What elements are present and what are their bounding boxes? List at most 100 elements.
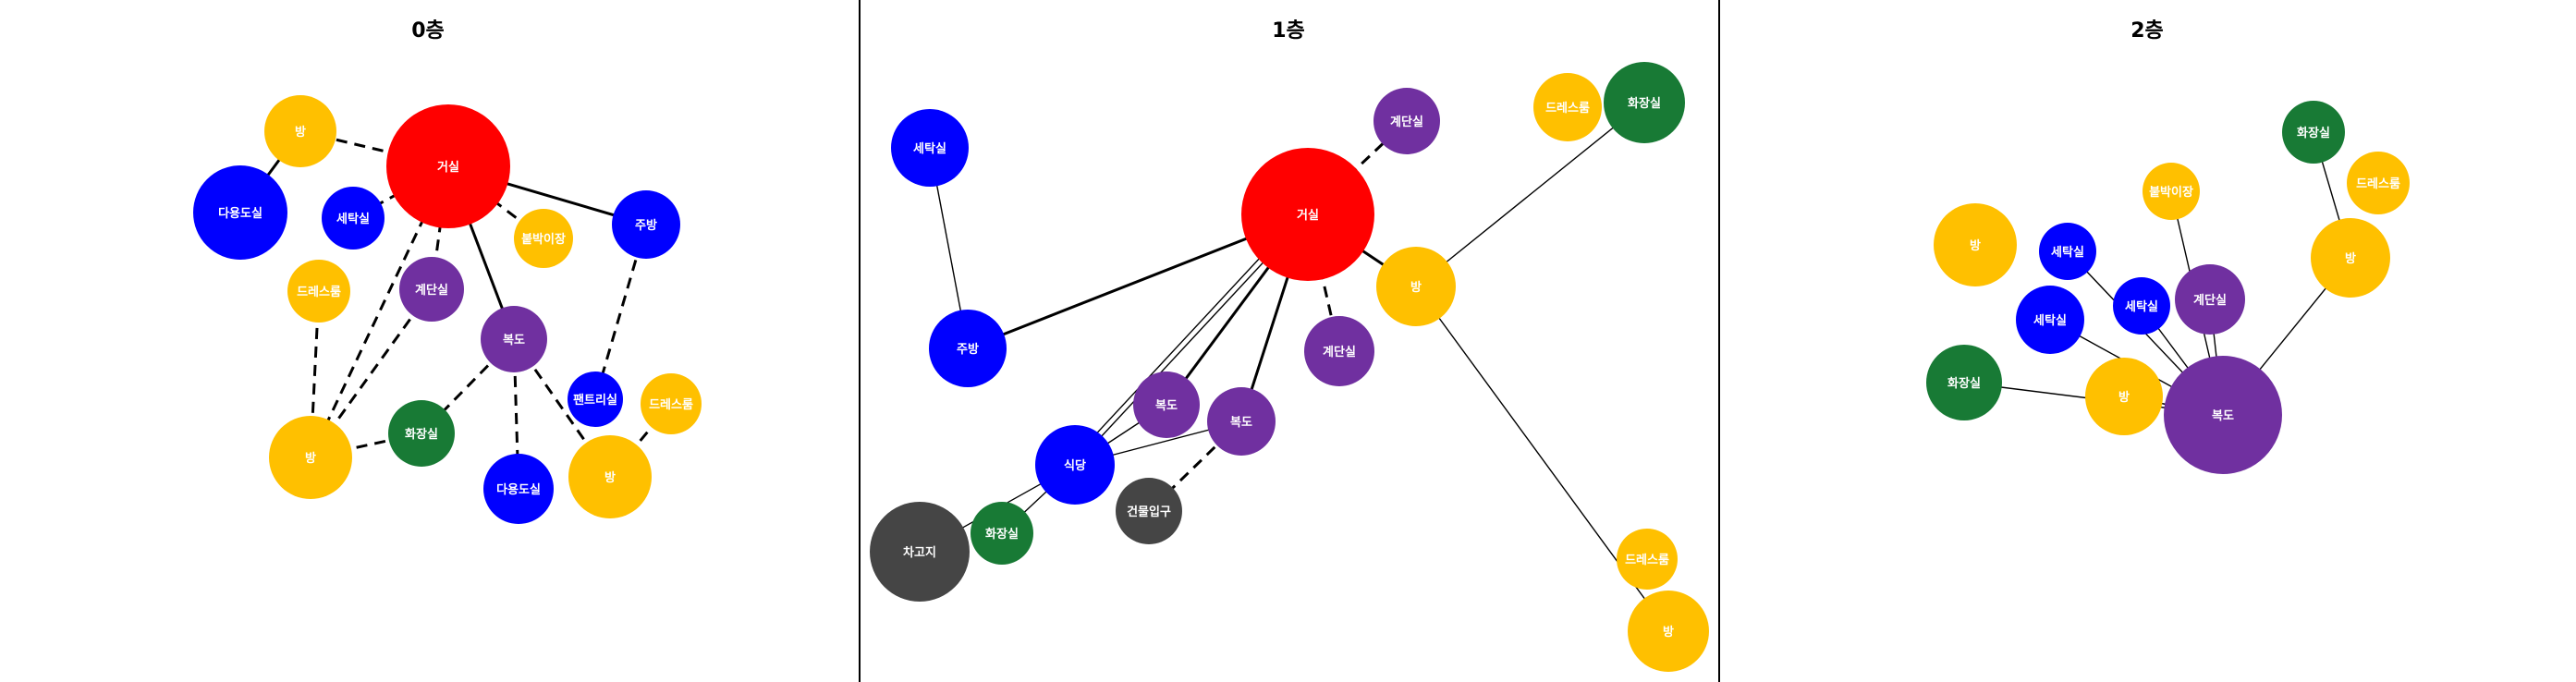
node-n0_room_right: 방 [568,435,652,518]
node-circle-n0_room_top [264,95,336,167]
node-label-n1_stairs_mid: 계단실 [1323,345,1356,359]
node-label-n0_multi_bottom: 다용도실 [496,482,541,497]
node-n2_room_mid: 방 [2085,358,2163,435]
node-circle-n0_multi_left [193,165,287,260]
node-label-n0_room_top: 방 [295,125,306,140]
node-circle-n0_stairs [399,257,464,322]
node-n2_room_left: 방 [1934,203,2017,286]
node-circle-n1_garage [870,502,970,602]
node-label-n0_storage: 붙박이장 [521,232,566,247]
node-circle-n1_corridor_a [1133,371,1200,438]
node-label-n1_corridor_a: 복도 [1155,399,1178,413]
node-label-n0_laundry: 세탁실 [336,212,370,226]
node-n0_laundry: 세탁실 [322,187,385,250]
node-circle-n2_laundry_c [2113,277,2170,335]
node-circle-n1_dress_top [1533,73,1602,141]
node-circle-n1_kitchen [929,310,1007,387]
node-label-n0_multi_left: 다용도실 [218,206,262,221]
node-label-n1_entrance: 건물입구 [1127,505,1171,519]
node-n1_garage: 차고지 [870,502,970,602]
node-label-n1_bath_top: 화장실 [1628,96,1661,111]
node-label-n2_laundry_c: 세탁실 [2125,299,2158,314]
node-label-n1_dress_bottom: 드레스룸 [1625,553,1669,567]
node-n1_living: 거실 [1241,148,1374,281]
node-circle-n2_room_left [1934,203,2017,286]
node-label-n2_room_right: 방 [2345,251,2356,266]
node-n0_kitchen: 주방 [612,190,680,259]
node-n1_bath_bottom: 화장실 [971,502,1033,565]
node-n2_bath_top: 화장실 [2282,101,2345,164]
node-circle-n1_dining [1035,425,1115,505]
node-circle-n0_dress_right [641,373,702,434]
node-circle-n0_storage [514,209,573,268]
node-circle-n1_corridor_b [1207,387,1276,456]
node-circle-n0_pantry [568,371,623,427]
node-label-n2_stairs: 계단실 [2193,293,2227,308]
node-label-n1_bath_bottom: 화장실 [985,527,1019,542]
node-label-n2_storage: 붙박이장 [2149,185,2193,200]
panel-title-floor-1: 1층 [1272,19,1305,43]
node-circle-n2_room_mid [2085,358,2163,435]
node-n1_bath_top: 화장실 [1604,62,1685,143]
node-n1_dress_top: 드레스룸 [1533,73,1602,141]
node-circle-n1_room_bottom [1628,591,1709,672]
node-circle-n1_stairs_top [1373,88,1440,154]
node-n2_storage: 붙박이장 [2143,163,2200,220]
node-circle-n0_kitchen [612,190,680,259]
node-label-n2_laundry_b: 세탁실 [2033,313,2067,328]
node-circle-n2_room_right [2311,218,2390,298]
node-n0_storage: 붙박이장 [514,209,573,268]
node-label-n0_pantry: 팬트리실 [573,393,617,408]
node-circle-n1_dress_bottom [1617,529,1678,590]
node-n1_laundry: 세탁실 [891,109,969,187]
node-n0_stairs: 계단실 [399,257,464,322]
node-label-n0_living: 거실 [437,160,459,175]
node-circle-n2_dress [2347,152,2410,214]
node-n0_multi_bottom: 다용도실 [483,454,554,524]
node-label-n1_laundry: 세탁실 [913,141,946,156]
node-label-n1_garage: 차고지 [903,545,936,560]
node-label-n2_corridor: 복도 [2212,409,2234,423]
node-label-n1_dining: 식당 [1064,458,1086,473]
node-circle-n2_corridor [2164,356,2282,474]
node-circle-n0_room_left [269,416,352,499]
node-label-n0_kitchen: 주방 [635,218,657,233]
node-n1_room_bottom: 방 [1628,591,1709,672]
node-n2_room_right: 방 [2311,218,2390,298]
node-circle-n2_bath_top [2282,101,2345,164]
node-n2_stairs: 계단실 [2175,264,2245,335]
node-n2_laundry_c: 세탁실 [2113,277,2170,335]
node-circle-n2_storage [2143,163,2200,220]
node-label-n2_dress: 드레스룸 [2356,177,2400,191]
edge-n1_room_mid-n1_bath_top [1415,102,1645,287]
node-label-n2_room_mid: 방 [2118,390,2130,405]
node-n0_multi_left: 다용도실 [193,165,287,260]
panel-title-floor-2: 2층 [2130,19,2164,43]
node-label-n1_corridor_b: 복도 [1230,416,1252,430]
node-n0_dress_left: 드레스룸 [287,260,350,323]
node-n1_kitchen: 주방 [929,310,1007,387]
edge-n0_living-n0_room_left [309,165,450,458]
node-circle-n0_corridor [481,306,547,372]
node-n0_living: 거실 [386,104,510,228]
node-label-n1_room_mid: 방 [1410,280,1422,295]
node-n0_room_top: 방 [264,95,336,167]
node-label-n0_dress_right: 드레스룸 [649,397,693,412]
node-circle-n1_entrance [1116,478,1182,544]
node-n1_entrance: 건물입구 [1116,478,1182,544]
node-circle-n0_multi_bottom [483,454,554,524]
node-label-n2_room_left: 방 [1970,238,1981,253]
node-label-n1_stairs_top: 계단실 [1390,115,1423,129]
panel-title-floor-0: 0층 [411,19,445,43]
node-n1_room_mid: 방 [1376,247,1456,326]
node-circle-n1_bath_top [1604,62,1685,143]
node-label-n0_room_right: 방 [604,470,616,485]
node-circle-n1_room_mid [1376,247,1456,326]
node-n1_dress_bottom: 드레스룸 [1617,529,1678,590]
node-n0_dress_right: 드레스룸 [641,373,702,434]
node-circle-n1_laundry [891,109,969,187]
node-circle-n0_living [386,104,510,228]
node-circle-n2_stairs [2175,264,2245,335]
